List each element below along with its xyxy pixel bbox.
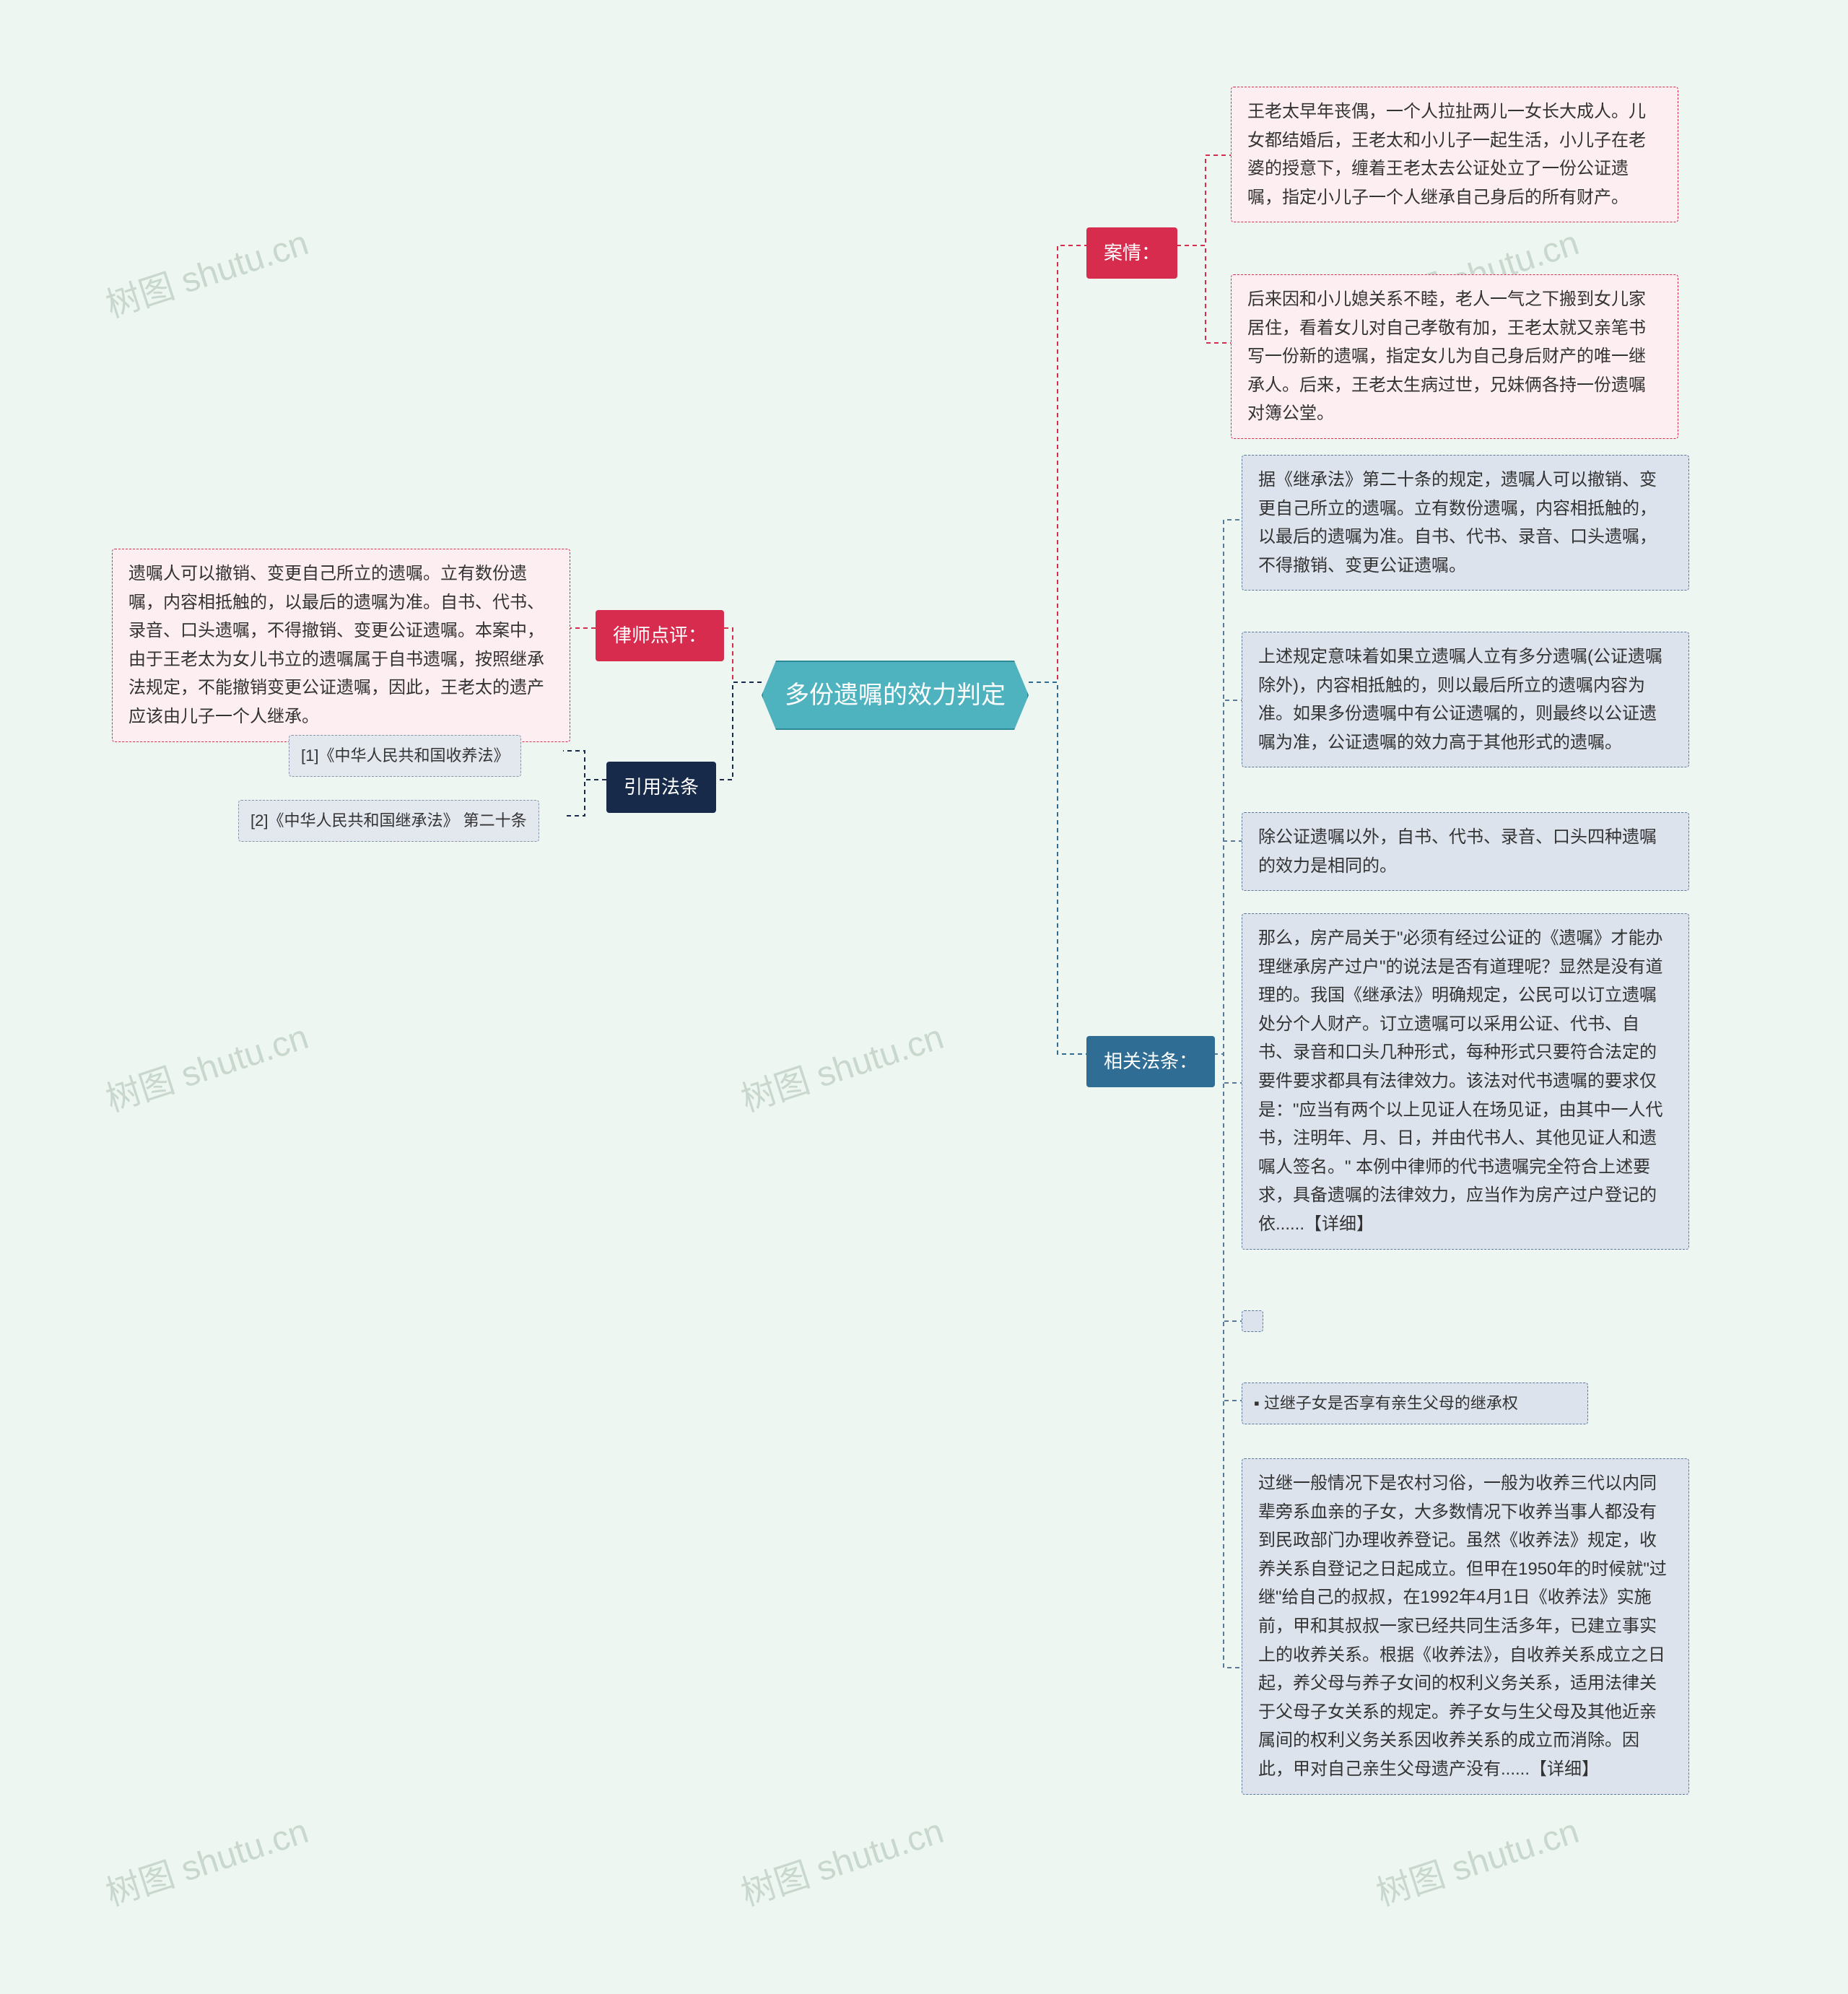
leaf-legal-6: 过继子女是否享有亲生父母的继承权 bbox=[1242, 1383, 1588, 1424]
leaf-case-2: 后来因和小儿媳关系不睦，老人一气之下搬到女儿家居住，看着女儿对自己孝敬有加，王老… bbox=[1231, 274, 1678, 439]
leaf-legal-3: 除公证遗嘱以外，自书、代书、录音、口头四种遗嘱的效力是相同的。 bbox=[1242, 812, 1689, 891]
leaf-lawyer-text: 遗嘱人可以撤销、变更自己所立的遗嘱。立有数份遗嘱，内容相抵触的，以最后的遗嘱为准… bbox=[112, 549, 570, 742]
root-node[interactable]: 多份遗嘱的效力判定 bbox=[762, 661, 1029, 730]
leaf-legal-2: 上述规定意味着如果立遗嘱人立有多分遗嘱(公证遗嘱除外)，内容相抵触的，则以最后所… bbox=[1242, 632, 1689, 767]
leaf-legal-5-empty bbox=[1242, 1310, 1263, 1332]
leaf-case-1: 王老太早年丧偶，一个人拉扯两儿一女长大成人。儿女都结婚后，王老太和小儿子一起生活… bbox=[1231, 87, 1678, 222]
leaf-law-1: [1]《中华人民共和国收养法》 bbox=[289, 735, 521, 777]
leaf-legal-7: 过继一般情况下是农村习俗，一般为收养三代以内同辈旁系血亲的子女，大多数情况下收养… bbox=[1242, 1458, 1689, 1795]
branch-related-laws[interactable]: 相关法条： bbox=[1086, 1036, 1215, 1087]
branch-lawyer-comment[interactable]: 律师点评： bbox=[596, 610, 724, 661]
leaf-law-2: [2]《中华人民共和国继承法》 第二十条 bbox=[238, 800, 539, 842]
branch-cited-laws[interactable]: 引用法条 bbox=[606, 762, 716, 813]
branch-case[interactable]: 案情： bbox=[1086, 227, 1177, 279]
leaf-legal-1: 据《继承法》第二十条的规定，遗嘱人可以撤销、变更自己所立的遗嘱。立有数份遗嘱，内… bbox=[1242, 455, 1689, 591]
leaf-legal-4: 那么，房产局关于"必须有经过公证的《遗嘱》才能办理继承房产过户"的说法是否有道理… bbox=[1242, 913, 1689, 1250]
